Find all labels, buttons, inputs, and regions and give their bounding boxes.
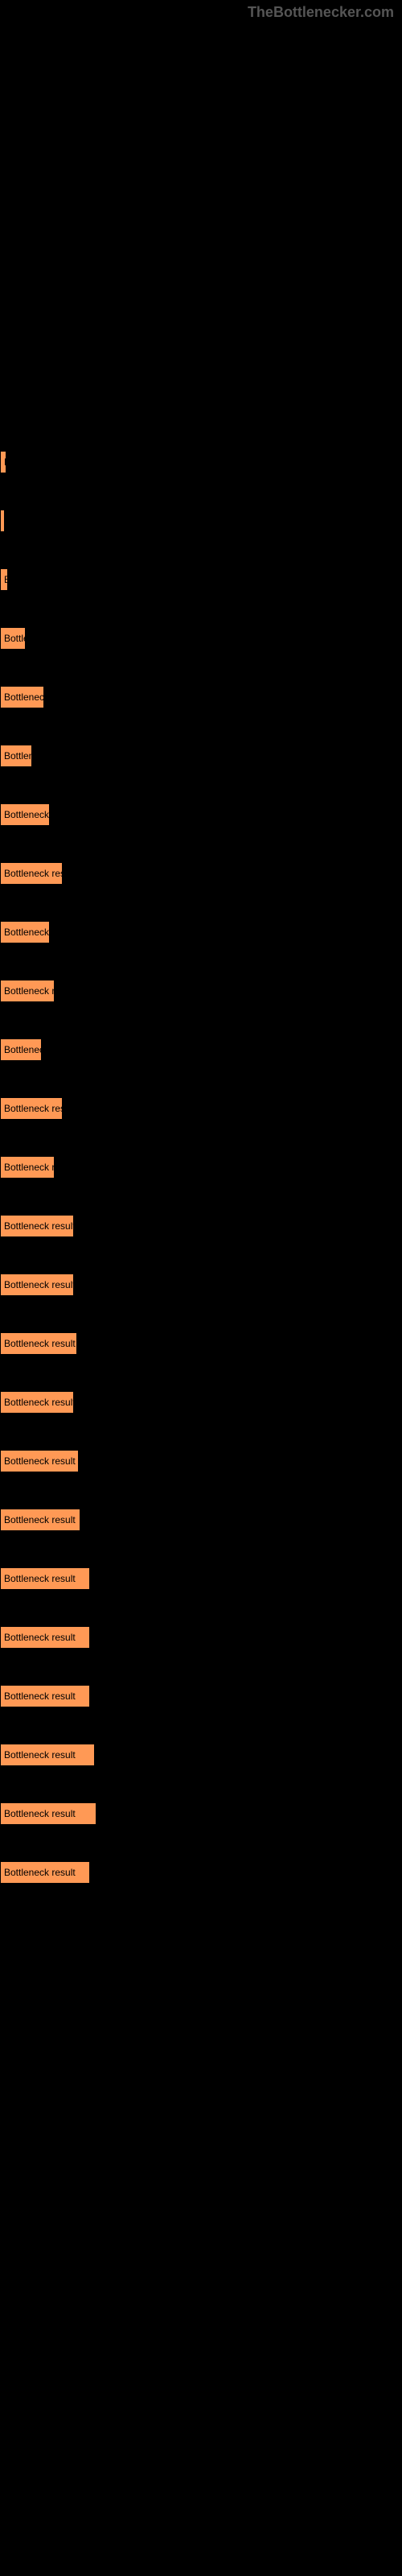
bar: Bottleneck result [0, 1861, 90, 1884]
bar-row: Bottleneck result [0, 1626, 402, 1649]
bar: Bottleneck re [0, 1156, 55, 1179]
bar: B [0, 568, 8, 591]
bar: Bottleneck result [0, 1567, 90, 1590]
bar: Bottleneck re [0, 980, 55, 1002]
bar-row: Bottleneck result [0, 1274, 402, 1296]
bar-row: Bottleneck re [0, 1156, 402, 1179]
bar-row: Bottleneck r [0, 803, 402, 826]
watermark-text: TheBottlenecker.com [248, 4, 394, 21]
bar-row: B [0, 451, 402, 473]
bar: Bottleneck result [0, 1332, 77, 1355]
bar: Bottleneck result [0, 1509, 80, 1531]
bar: Bottleneck result [0, 1450, 79, 1472]
bar-row: Bottleneck result [0, 1215, 402, 1237]
bar [0, 510, 5, 532]
bar-row: Bottlen [0, 745, 402, 767]
bar: Bottleneck result [0, 1215, 74, 1237]
bar-chart: B B Bottle Bottleneck Bottlen Bottleneck r Bot… [0, 0, 402, 1884]
bar-row: Bottle [0, 627, 402, 650]
bar: Bottle [0, 627, 26, 650]
bar: Bottlen [0, 745, 32, 767]
bar-row: Bottleneck result [0, 1332, 402, 1355]
bar: Bottleneck result [0, 1626, 90, 1649]
bar-row: Bottleneck result [0, 1861, 402, 1884]
bar-row: Bottleneck re [0, 980, 402, 1002]
bar-row [0, 510, 402, 532]
bar: Bottlenec [0, 1038, 42, 1061]
bar-row: Bottleneck r [0, 921, 402, 943]
bar: Bottleneck result [0, 1685, 90, 1707]
bar: Bottleneck r [0, 921, 50, 943]
bar-row: Bottleneck result [0, 1450, 402, 1472]
bar: Bottleneck r [0, 803, 50, 826]
bar-row: Bottleneck resu [0, 1097, 402, 1120]
bar-row: Bottleneck result [0, 1685, 402, 1707]
bar: B [0, 451, 6, 473]
bar: Bottleneck result [0, 1802, 96, 1825]
bar-row: Bottleneck [0, 686, 402, 708]
bar-row: Bottleneck result [0, 1509, 402, 1531]
bar-row: Bottleneck result [0, 1567, 402, 1590]
bar-row: B [0, 568, 402, 591]
bar: Bottleneck resu [0, 862, 63, 885]
bar-row: Bottleneck resu [0, 862, 402, 885]
bar-row: Bottleneck result [0, 1802, 402, 1825]
bar: Bottleneck result [0, 1274, 74, 1296]
bar-row: Bottleneck result [0, 1391, 402, 1414]
bar: Bottleneck result [0, 1744, 95, 1766]
bar: Bottleneck result [0, 1391, 74, 1414]
bar: Bottleneck resu [0, 1097, 63, 1120]
bar: Bottleneck [0, 686, 44, 708]
bar-row: Bottleneck result [0, 1744, 402, 1766]
bar-row: Bottlenec [0, 1038, 402, 1061]
